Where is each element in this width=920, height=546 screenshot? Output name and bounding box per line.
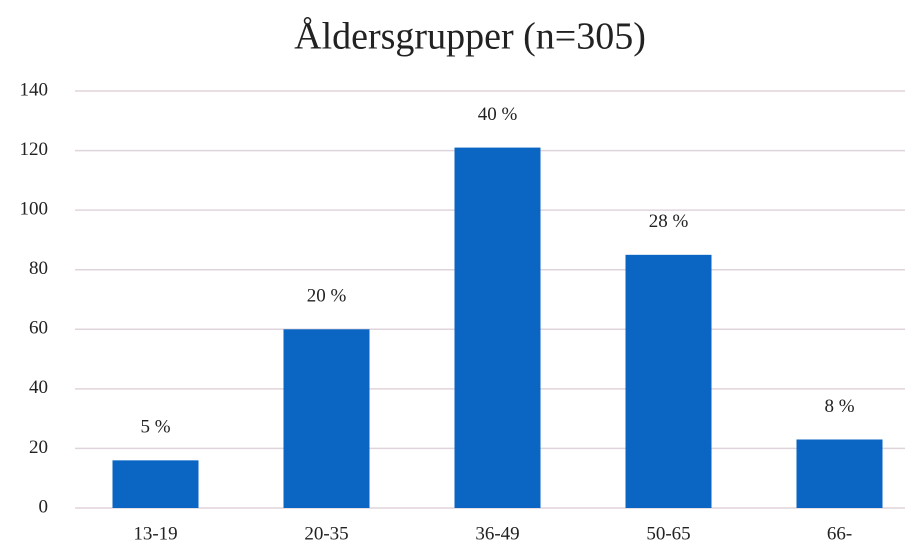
bar: [112, 460, 199, 508]
x-tick-label: 66-: [827, 523, 852, 544]
y-tick-label: 120: [20, 139, 49, 160]
data-label: 5 %: [140, 417, 170, 438]
y-tick-label: 140: [20, 79, 49, 100]
x-tick-label: 13-19: [133, 523, 177, 544]
y-tick-label: 60: [29, 318, 48, 339]
y-tick-label: 80: [29, 258, 48, 279]
data-label: 8 %: [824, 396, 854, 417]
data-label: 20 %: [307, 286, 347, 307]
data-label: 40 %: [478, 104, 518, 125]
y-tick-label: 40: [29, 377, 48, 398]
bar: [454, 147, 541, 509]
chart-title: Åldersgrupper (n=305): [294, 16, 646, 58]
x-tick-label: 36-49: [475, 523, 519, 544]
x-tick-label: 50-65: [646, 523, 690, 544]
data-label: 28 %: [649, 211, 689, 232]
bar: [283, 329, 370, 508]
bar: [796, 439, 883, 508]
bar: [625, 254, 712, 508]
y-tick-label: 20: [29, 437, 48, 458]
y-tick-label: 100: [20, 199, 49, 220]
y-tick-label: 0: [39, 496, 49, 517]
x-tick-label: 20-35: [304, 523, 348, 544]
